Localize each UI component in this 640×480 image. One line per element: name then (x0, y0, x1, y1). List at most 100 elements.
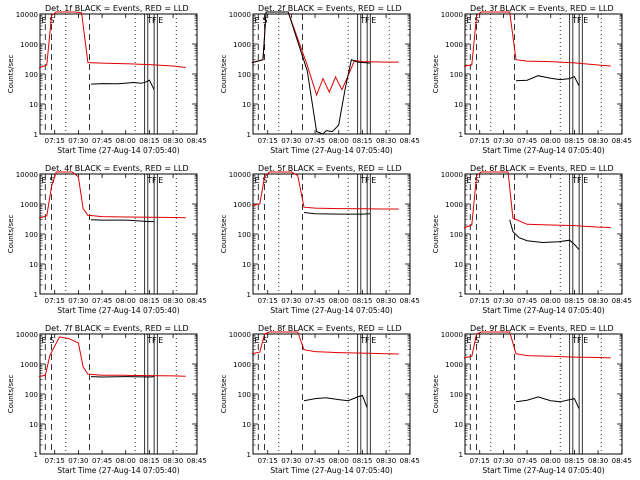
y-tick-label: 10 (242, 261, 251, 269)
marker-letter: E (255, 336, 260, 345)
series-line-lld (463, 331, 611, 359)
x-tick-label: 08:15 (352, 297, 372, 305)
x-tick-label: 07:30 (281, 457, 301, 465)
chart-title: Det. 2f BLACK = Events, RED = LLD (258, 4, 402, 13)
marker-letter: E (42, 16, 47, 25)
marker-letter: F (577, 336, 582, 345)
plot-frame (39, 333, 198, 455)
x-tick-label: 08:30 (163, 297, 183, 305)
y-tick-label: 1000 (445, 41, 463, 49)
y-axis-label: Counts/sec (7, 215, 15, 254)
y-tick-label: 1000 (20, 41, 38, 49)
x-tick-label: 08:15 (564, 297, 584, 305)
y-tick-label: 1000 (445, 361, 463, 369)
y-tick-label: 10 (29, 421, 38, 429)
marker-letter: T (571, 336, 577, 345)
chart-panel-6: Det. 6f BLACK = Events, RED = LLD Counts/… (432, 164, 632, 315)
chart-panel-1: Det. 1f BLACK = Events, RED = LLD Counts/… (7, 4, 207, 155)
chart-panel-2: Det. 2f BLACK = Events, RED = LLD Counts/… (220, 4, 420, 155)
marker-letter: T (146, 16, 152, 25)
x-tick-label: 07:15 (45, 457, 65, 465)
marker-letter: F (365, 336, 370, 345)
x-axis-label: Start Time (27-Aug-14 07:05:40) (57, 306, 179, 315)
x-tick-label: 08:30 (588, 457, 608, 465)
x-tick-label: 08:30 (163, 137, 183, 145)
chart-panel-3: Det. 3f BLACK = Events, RED = LLD Counts/… (432, 4, 632, 155)
plot-frame (39, 173, 198, 295)
x-tick-label: 07:15 (470, 297, 490, 305)
x-tick-label: 07:45 (92, 297, 112, 305)
plot-frame (252, 13, 411, 135)
x-tick-label: 08:00 (329, 137, 349, 145)
marker-letter: S (474, 16, 479, 25)
x-tick-label: 08:45 (400, 457, 420, 465)
x-axis-label: Start Time (27-Aug-14 07:05:40) (270, 306, 392, 315)
y-axis-label: Counts/sec (432, 215, 440, 254)
chart-title: Det. 1f BLACK = Events, RED = LLD (45, 4, 189, 13)
marker-letter: S (474, 336, 479, 345)
x-tick-label: 08:00 (329, 457, 349, 465)
y-tick-label: 1 (247, 291, 251, 299)
x-axis-label: Start Time (27-Aug-14 07:05:40) (482, 306, 604, 315)
series-line-events (515, 75, 580, 87)
chart-panel-5: Det. 5f BLACK = Events, RED = LLD Counts/… (220, 164, 420, 315)
plot-frame (464, 173, 623, 295)
marker-letter: T (146, 336, 152, 345)
y-tick-label: 1 (247, 131, 251, 139)
marker-letter: E (158, 16, 163, 25)
y-axis-label: Counts/sec (432, 375, 440, 414)
y-tick-label: 10 (29, 101, 38, 109)
x-tick-label: 07:45 (305, 137, 325, 145)
marker-letter: E (158, 336, 163, 345)
y-tick-label: 100 (25, 391, 38, 399)
y-tick-label: 10000 (441, 331, 463, 339)
marker-letter: T (571, 16, 577, 25)
marker-letter: S (262, 336, 267, 345)
plot-frame (464, 333, 623, 455)
y-tick-label: 10000 (441, 171, 463, 179)
x-tick-label: 07:15 (258, 457, 278, 465)
marker-letter: F (152, 176, 157, 185)
marker-letter: E (583, 16, 588, 25)
x-tick-label: 08:00 (541, 137, 561, 145)
y-tick-label: 10000 (229, 171, 251, 179)
x-tick-label: 07:45 (305, 297, 325, 305)
marker-letter: S (262, 176, 267, 185)
marker-letter: E (42, 336, 47, 345)
series-line-lld (38, 11, 186, 69)
x-tick-label: 08:45 (612, 137, 632, 145)
y-tick-label: 10 (454, 101, 463, 109)
series-line-events (251, 11, 371, 135)
y-tick-label: 10000 (229, 11, 251, 19)
marker-letter: E (42, 176, 47, 185)
x-tick-label: 08:30 (588, 297, 608, 305)
y-tick-label: 1000 (445, 201, 463, 209)
y-axis-label: Counts/sec (7, 55, 15, 94)
marker-letter: F (577, 16, 582, 25)
x-tick-label: 08:45 (400, 137, 420, 145)
marker-letter: T (359, 16, 365, 25)
y-tick-label: 1 (459, 131, 463, 139)
x-tick-label: 07:30 (68, 457, 88, 465)
y-tick-label: 10 (454, 421, 463, 429)
y-tick-label: 1 (247, 451, 251, 459)
chart-panel-8: Det. 8f BLACK = Events, RED = LLD Counts/… (220, 324, 420, 475)
marker-letter: E (255, 16, 260, 25)
x-tick-label: 07:15 (258, 297, 278, 305)
y-axis-label: Counts/sec (220, 375, 228, 414)
y-axis-label: Counts/sec (432, 55, 440, 94)
chart-title: Det. 9f BLACK = Events, RED = LLD (470, 324, 614, 333)
y-tick-label: 1000 (233, 41, 251, 49)
y-tick-label: 1000 (233, 361, 251, 369)
y-tick-label: 1 (459, 291, 463, 299)
marker-letter: F (365, 16, 370, 25)
y-tick-label: 100 (25, 71, 38, 79)
marker-letter: F (152, 16, 157, 25)
marker-letter: T (571, 176, 577, 185)
series-line-events (90, 219, 155, 223)
x-tick-label: 08:45 (187, 457, 207, 465)
y-tick-label: 100 (450, 391, 463, 399)
x-tick-label: 08:15 (139, 137, 159, 145)
marker-letter: F (365, 176, 370, 185)
x-tick-label: 08:30 (588, 137, 608, 145)
